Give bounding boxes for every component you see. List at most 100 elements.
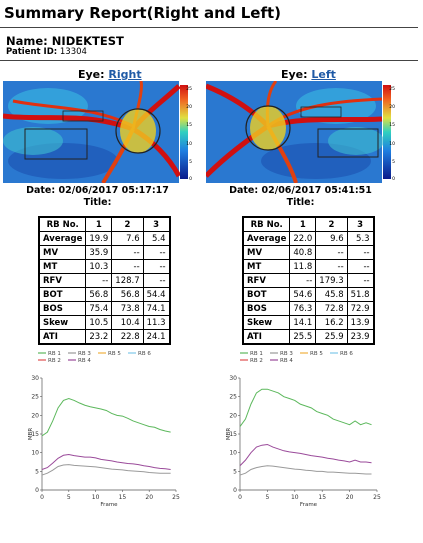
row-label: MV (242, 245, 291, 260)
legend-label: RB 4 (78, 358, 91, 364)
cell-value: 56.8 (111, 287, 144, 302)
cell-value: 14.1 (289, 315, 317, 330)
cell-value: 13.9 (346, 315, 375, 330)
col-header: 1 (289, 216, 317, 232)
x-tick-label: 25 (373, 494, 381, 501)
cell-value: 54.6 (289, 287, 317, 302)
y-tick-label: 0 (233, 487, 237, 494)
cell-value: 23.9 (346, 329, 375, 345)
series-line-rb-3 (239, 465, 372, 476)
title-left: Title: (286, 197, 315, 208)
cell-value: 74.1 (142, 301, 171, 316)
row-label: RFV (38, 273, 87, 288)
legend-label: RB 3 (78, 351, 91, 357)
cell-value: -- (142, 273, 171, 288)
blood-flow-map-right: 25 20 15 10 5 0 (3, 81, 192, 183)
svg-text:5: 5 (189, 159, 192, 165)
date-left: Date: 02/06/2017 05:41:51 (229, 185, 372, 196)
table-row: MV 40.8 -- -- (242, 245, 375, 260)
x-tick-label: 0 (40, 494, 44, 501)
row-label: MT (242, 259, 291, 274)
y-tick-label: 25 (31, 394, 39, 401)
legend-label: RB 6 (340, 351, 353, 357)
x-tick-label: 5 (265, 494, 269, 501)
cell-value: -- (289, 273, 317, 288)
cell-value: 73.8 (111, 301, 144, 316)
table-row: BOS 76.3 72.8 72.9 (242, 301, 375, 316)
cell-value: 72.8 (315, 301, 348, 316)
mbr-chart-right: 0 5 10 15 20 25 30 0 5 10 15 20 25 Frame MBR (28, 375, 180, 508)
eye-link-right[interactable]: Right (108, 68, 142, 81)
svg-text:20: 20 (186, 104, 192, 110)
row-label: Average (38, 231, 87, 246)
cell-value: -- (85, 273, 113, 288)
legend-label: RB 6 (138, 351, 151, 357)
col-header: RB No. (242, 216, 291, 232)
table-row: ATI 23.2 22.8 24.1 (38, 329, 171, 345)
svg-text:20: 20 (389, 104, 395, 110)
cell-value: -- (315, 245, 348, 260)
y-tick-label: 15 (229, 431, 237, 438)
header-divider (0, 60, 418, 61)
cell-value: 72.9 (346, 301, 375, 316)
cell-value: 22.0 (289, 231, 317, 246)
col-header: 1 (85, 216, 113, 232)
row-label: MT (38, 259, 87, 274)
cell-value: 75.4 (85, 301, 113, 316)
legend-label: RB 3 (280, 351, 293, 357)
series-line-rb-3 (41, 464, 171, 476)
y-tick-label: 10 (31, 450, 39, 457)
table-row: MT 10.3 -- -- (38, 259, 171, 274)
cell-value: 25.9 (315, 329, 348, 345)
table-row: Skew 10.5 10.4 11.3 (38, 315, 171, 330)
x-axis-label: Frame (300, 502, 318, 508)
svg-text:15: 15 (389, 122, 395, 128)
legend-label: RB 5 (310, 351, 323, 357)
cell-value: -- (315, 259, 348, 274)
cell-value: 5.3 (346, 231, 375, 246)
cell-value: 76.3 (289, 301, 317, 316)
cell-value: 22.8 (111, 329, 144, 345)
y-tick-label: 20 (31, 412, 39, 419)
row-label: Skew (242, 315, 291, 330)
y-tick-label: 5 (233, 468, 237, 475)
eye-link-left[interactable]: Left (311, 68, 336, 81)
col-header: 2 (111, 216, 144, 232)
y-axis-label: MBR (226, 428, 232, 441)
row-label: Skew (38, 315, 87, 330)
row-label: ATI (242, 329, 291, 345)
table-row: MV 35.9 -- -- (38, 245, 171, 260)
series-line-rb-1 (239, 388, 372, 427)
table-row: BOT 56.8 56.8 54.4 (38, 287, 171, 302)
chart-legend-left: RB 1 RB 3 RB 5 RB 6 RB 2 RB 4 (240, 351, 353, 364)
cell-value: 56.8 (85, 287, 113, 302)
svg-text:25: 25 (186, 86, 192, 92)
row-label: BOT (242, 287, 291, 302)
blood-flow-map-left: 25 20 15 10 5 0 (206, 81, 395, 183)
x-axis-label: Frame (100, 502, 118, 508)
eye-header-right: Eye: Right (78, 68, 142, 81)
cell-value: 24.1 (142, 329, 171, 345)
y-tick-label: 20 (229, 412, 237, 419)
cell-value: 25.5 (289, 329, 317, 345)
y-axis-label: MBR (28, 428, 34, 441)
col-header: 3 (142, 216, 171, 232)
svg-text:0: 0 (392, 176, 395, 182)
cell-value: -- (346, 245, 375, 260)
row-label: BOT (38, 287, 87, 302)
y-tick-label: 5 (35, 468, 39, 475)
svg-text:10: 10 (389, 141, 395, 147)
eye-header-left: Eye: Left (281, 68, 336, 81)
cell-value: 16.2 (315, 315, 348, 330)
title-divider (0, 27, 418, 28)
x-tick-label: 10 (291, 494, 299, 501)
cell-value: 9.6 (315, 231, 348, 246)
cell-value: 23.2 (85, 329, 113, 345)
row-label: ATI (38, 329, 87, 345)
patient-id: Patient ID: 13304 (6, 47, 87, 57)
legend-label: RB 4 (280, 358, 293, 364)
rb-table-right: RB No. 1 2 3 Average 19.9 7.6 5.4 MV 35.9 -- --… (38, 216, 171, 345)
cell-value: 35.9 (85, 245, 113, 260)
row-label: BOS (38, 301, 87, 316)
table-row: ATI 25.5 25.9 23.9 (242, 329, 375, 345)
